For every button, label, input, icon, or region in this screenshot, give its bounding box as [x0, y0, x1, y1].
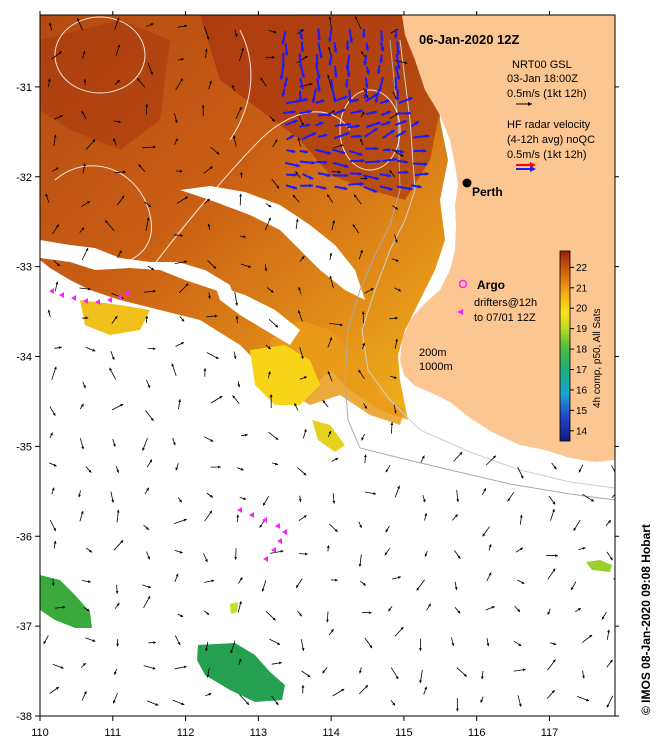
- lat-tick-label: -37: [16, 621, 32, 633]
- city-label-perth: Perth: [472, 185, 503, 199]
- gsl-arrow-head: [617, 490, 620, 493]
- lat-tick-label: -38: [16, 711, 32, 723]
- colorbar-tick-label: 22: [576, 263, 588, 274]
- colorbar-tick-label: 18: [576, 345, 588, 356]
- credit-text: © IMOS 08-Jan-2020 09:08 Hobart: [639, 524, 653, 715]
- colorbar-tick-label: 14: [576, 426, 588, 437]
- colorbar-tick-label: 19: [576, 324, 588, 335]
- bathymetry-label-1000m: 1000m: [419, 361, 453, 373]
- gsl-legend-scale: 0.5m/s (1kt 12h): [507, 88, 586, 100]
- lat-tick-label: -31: [16, 82, 32, 94]
- colorbar-tick-label: 21: [576, 283, 588, 294]
- drifter-legend-label: drifters@12h: [474, 297, 537, 309]
- radar-legend-title: HF radar velocity: [507, 119, 591, 131]
- lon-tick-label: 116: [468, 727, 486, 739]
- lat-tick-label: -36: [16, 531, 32, 543]
- argo-legend-label: Argo: [477, 278, 505, 292]
- perth-marker: [463, 179, 472, 188]
- gsl-legend-time: 03-Jan 18:00Z: [507, 73, 578, 85]
- lat-tick-label: -32: [16, 172, 32, 184]
- lon-tick-label: 114: [322, 727, 340, 739]
- lon-tick-label: 113: [250, 727, 268, 739]
- lon-tick-label: 110: [31, 727, 49, 739]
- lon-tick-label: 117: [541, 727, 559, 739]
- colorbar-tick-label: 15: [576, 406, 588, 417]
- colorbar-gradient: [560, 251, 570, 441]
- drifter-legend-period: to 07/01 12Z: [474, 312, 536, 324]
- lat-tick-label: -33: [16, 262, 32, 274]
- gsl-legend-title: NRT00 GSL: [512, 59, 572, 71]
- lon-tick-label: 115: [395, 727, 413, 739]
- radar-legend-scale: 0.5m/s (1kt 12h): [507, 149, 586, 161]
- lon-tick-label: 112: [177, 727, 195, 739]
- lon-tick-label: 111: [104, 727, 121, 739]
- radar-legend-subtitle: (4-12h avg) noQC: [507, 134, 595, 146]
- lat-tick-label: -35: [16, 441, 32, 453]
- colorbar-tick-label: 20: [576, 304, 588, 315]
- bathymetry-label-200m: 200m: [419, 347, 447, 359]
- colorbar-tick-label: 17: [576, 365, 588, 376]
- colorbar-label: 4h comp, p50, All Sats: [592, 308, 603, 408]
- colorbar-tick-label: 16: [576, 385, 588, 396]
- map-title: 06-Jan-2020 12Z: [419, 32, 520, 47]
- lat-tick-label: -34: [16, 352, 32, 364]
- gsl-arrow-head: [617, 586, 620, 589]
